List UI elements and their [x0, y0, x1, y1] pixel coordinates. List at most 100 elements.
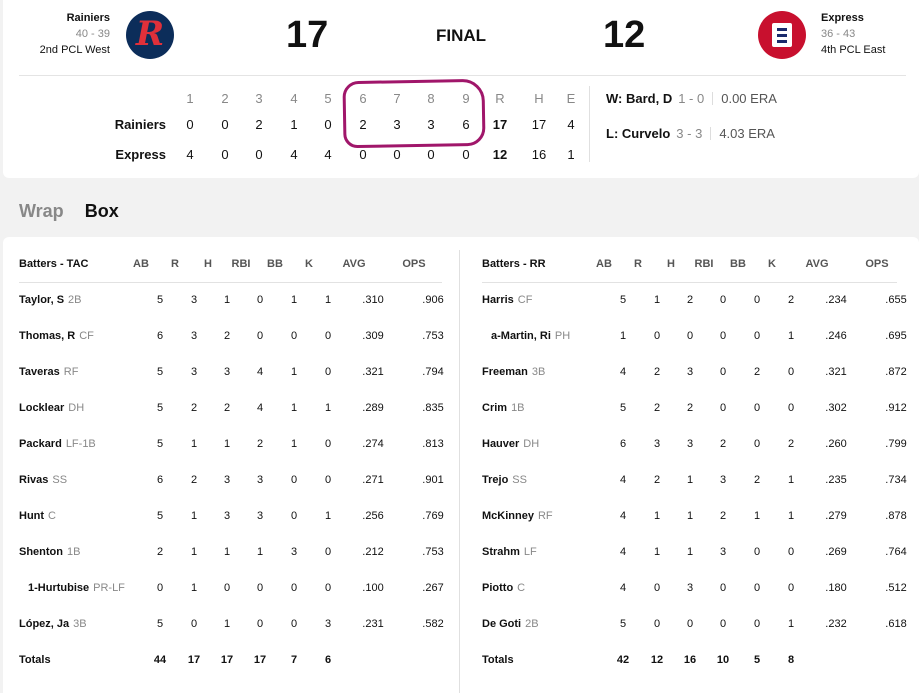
stat-cell: 1	[324, 510, 332, 522]
inning-header: 3	[255, 91, 263, 106]
column-header[interactable]: BB	[730, 258, 746, 270]
tab-wrap[interactable]: Wrap	[19, 201, 64, 221]
column-header[interactable]: H	[667, 258, 675, 270]
stat-cell: 0	[256, 330, 264, 342]
home-score: 17	[286, 14, 329, 56]
stat-cell: .906	[422, 294, 444, 306]
batter-row: Rivas SS 6 2 3 3 0 0 .271 .901	[19, 465, 459, 501]
column-header[interactable]: RBI	[694, 258, 714, 270]
stat-cell: 5	[619, 294, 627, 306]
stat-cell: .753	[422, 546, 444, 558]
batter-name-link[interactable]: Freeman	[482, 366, 528, 378]
home-team-record: 40 - 39	[75, 28, 110, 40]
batter-name-link[interactable]: McKinney	[482, 510, 534, 522]
batter-name-link[interactable]: Packard	[19, 438, 62, 450]
total-cell: 7	[290, 654, 298, 666]
batting-table-title: Batters - RR	[482, 258, 546, 270]
stat-cell: 0	[719, 582, 727, 594]
stat-cell: 2	[256, 438, 264, 450]
column-header[interactable]: R	[634, 258, 642, 270]
column-header[interactable]: BB	[267, 258, 283, 270]
batter-name-link[interactable]: Taveras	[19, 366, 60, 378]
batter-position: PH	[554, 330, 571, 342]
batter-name-link[interactable]: Thomas, R	[19, 330, 76, 342]
column-header[interactable]: RBI	[231, 258, 251, 270]
batter-name-link[interactable]: Taylor, S	[19, 294, 65, 306]
away-team-name[interactable]: Express	[821, 12, 864, 24]
linescore-team-name[interactable]: Rainiers	[114, 117, 166, 132]
stat-cell: 2	[223, 402, 231, 414]
batter-name-link[interactable]: 1-Hurtubise	[28, 582, 90, 594]
column-header[interactable]: K	[768, 258, 776, 270]
batter-name-cell: Packard LF-1B	[19, 429, 96, 459]
stat-cell: 4	[256, 366, 264, 378]
stat-cell: 3	[686, 366, 694, 378]
batter-name-link[interactable]: Locklear	[19, 402, 65, 414]
stat-cell: 3	[190, 294, 198, 306]
column-header[interactable]: OPS	[402, 258, 426, 270]
column-header[interactable]: K	[305, 258, 313, 270]
batter-name-link[interactable]: a-Martin, Ri	[491, 330, 551, 342]
stat-cell: 1	[223, 618, 231, 630]
stat-cell: 2	[719, 510, 727, 522]
batter-name-link[interactable]: Trejo	[482, 474, 509, 486]
stat-cell: .799	[885, 438, 907, 450]
batter-name-link[interactable]: Shenton	[19, 546, 63, 558]
totals-header: H	[534, 91, 544, 106]
stat-cell: .256	[362, 510, 384, 522]
stat-cell: 6	[156, 474, 164, 486]
stat-cell: 0	[290, 474, 298, 486]
batter-row: McKinney RF 4 1 1 2 1 1 .279 .878	[482, 501, 919, 537]
total-cell: 12	[650, 654, 664, 666]
batter-name-link[interactable]: Piotto	[482, 582, 514, 594]
batter-name-link[interactable]: Hauver	[482, 438, 520, 450]
winning-pitcher-name[interactable]: W: Bard, D	[606, 91, 673, 106]
stat-cell: .912	[885, 402, 907, 414]
linescore-team-name[interactable]: Express	[115, 147, 166, 162]
column-header[interactable]: AB	[133, 258, 149, 270]
column-header[interactable]: AB	[596, 258, 612, 270]
rainiers-logo-icon[interactable]: R	[126, 11, 174, 59]
stat-cell: 0	[787, 402, 795, 414]
express-logo-icon[interactable]	[758, 11, 806, 59]
column-header[interactable]: H	[204, 258, 212, 270]
stat-cell: 2	[753, 474, 761, 486]
stat-cell: 0	[290, 330, 298, 342]
batter-name-link[interactable]: Hunt	[19, 510, 45, 522]
inning-runs: 0	[462, 147, 470, 162]
home-team-name[interactable]: Rainiers	[66, 12, 110, 24]
stat-cell: 5	[619, 402, 627, 414]
batter-name-cell: McKinney RF	[482, 501, 553, 531]
stat-cell: 2	[156, 546, 164, 558]
stat-cell: 0	[719, 294, 727, 306]
batter-name-cell: Harris CF	[482, 285, 532, 315]
batter-name-cell: Piotto C	[482, 573, 525, 603]
pitcher-divider	[710, 127, 712, 140]
batter-name-link[interactable]: López, Ja	[19, 618, 70, 630]
stat-cell: 0	[753, 294, 761, 306]
batter-name-link[interactable]: De Goti	[482, 618, 522, 630]
column-header[interactable]: AVG	[342, 258, 366, 270]
tab-box[interactable]: Box	[84, 201, 119, 221]
losing-pitcher-name[interactable]: L: Curvelo	[606, 126, 671, 141]
stat-cell: 3	[324, 618, 332, 630]
stat-cell: 2	[653, 366, 661, 378]
batter-position: 2B	[525, 618, 539, 630]
stat-cell: .309	[362, 330, 384, 342]
stat-cell: 0	[686, 618, 694, 630]
winning-pitcher-record: 1 - 0	[678, 91, 705, 106]
stat-cell: .734	[885, 474, 907, 486]
column-header[interactable]: R	[171, 258, 179, 270]
stat-cell: 0	[653, 618, 661, 630]
batter-name-link[interactable]: Harris	[482, 294, 514, 306]
batter-name-link[interactable]: Rivas	[19, 474, 49, 486]
stat-cell: 6	[619, 438, 627, 450]
stat-cell: 0	[753, 330, 761, 342]
batter-name-link[interactable]: Crim	[482, 402, 508, 414]
column-header[interactable]: OPS	[865, 258, 889, 270]
stat-cell: 2	[787, 294, 795, 306]
total-runs: 12	[492, 147, 508, 162]
stat-cell: .235	[825, 474, 847, 486]
batter-name-link[interactable]: Strahm	[482, 546, 520, 558]
column-header[interactable]: AVG	[805, 258, 829, 270]
